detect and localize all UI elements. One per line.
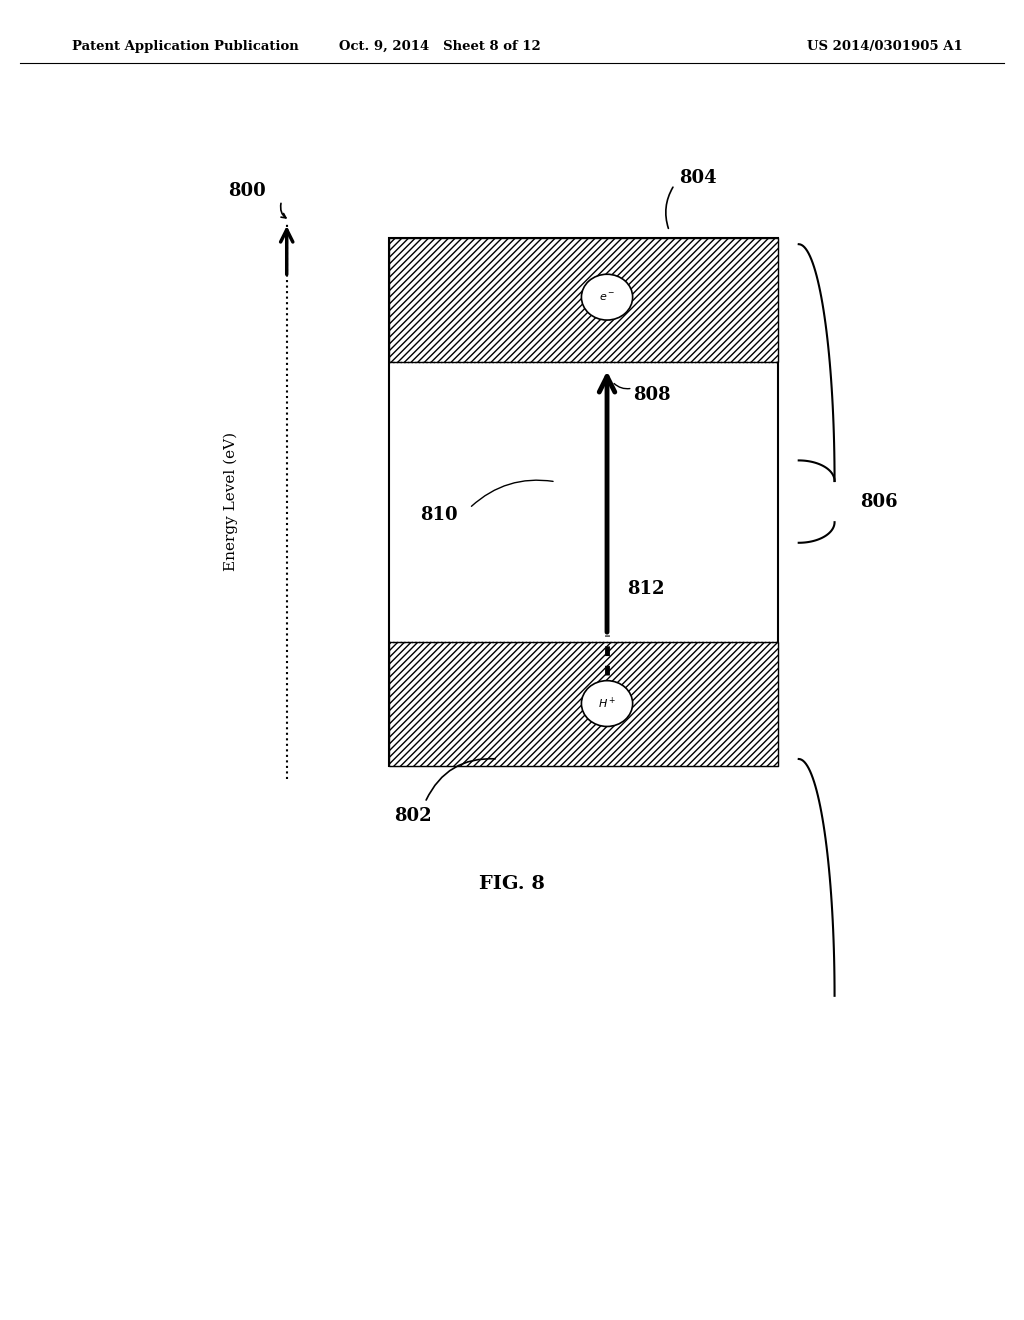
Ellipse shape: [582, 681, 633, 726]
Text: 808: 808: [633, 385, 671, 404]
Text: 812: 812: [628, 579, 665, 598]
Text: $e^-$: $e^-$: [599, 292, 615, 302]
FancyArrowPatch shape: [281, 203, 286, 218]
Text: Oct. 9, 2014   Sheet 8 of 12: Oct. 9, 2014 Sheet 8 of 12: [339, 40, 542, 53]
Text: 800: 800: [228, 182, 266, 201]
Text: 806: 806: [860, 492, 898, 511]
Bar: [389, 642, 778, 766]
Text: Energy Level (eV): Energy Level (eV): [223, 432, 238, 572]
Text: US 2014/0301905 A1: US 2014/0301905 A1: [807, 40, 963, 53]
Text: 810: 810: [420, 506, 458, 524]
Text: $H^+$: $H^+$: [598, 696, 616, 711]
Text: 804: 804: [680, 169, 717, 187]
Text: FIG. 8: FIG. 8: [479, 875, 545, 894]
Bar: [389, 238, 778, 362]
Text: 802: 802: [394, 807, 432, 825]
Bar: [389, 238, 778, 766]
Text: Patent Application Publication: Patent Application Publication: [72, 40, 298, 53]
Ellipse shape: [582, 275, 633, 319]
